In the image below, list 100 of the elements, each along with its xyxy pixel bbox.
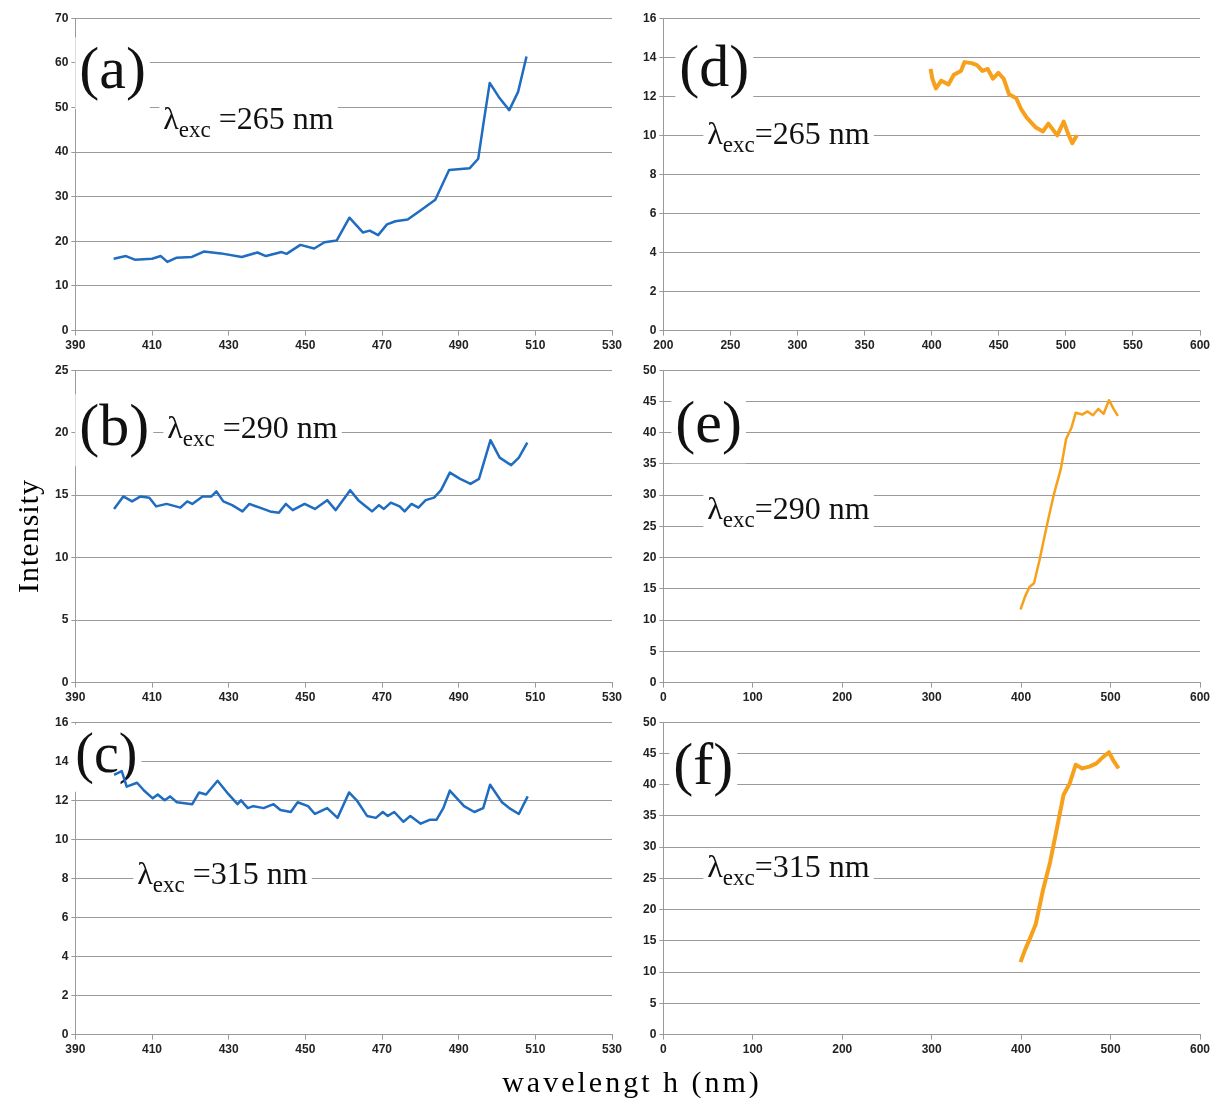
x-tick-label: 450 — [988, 338, 1010, 353]
y-tick-label: 16 — [642, 10, 657, 25]
y-tick-label: 8 — [61, 870, 69, 885]
y-tick-label: 10 — [642, 964, 657, 979]
x-tick-label: 300 — [921, 1042, 943, 1057]
annotation: (f) — [673, 731, 734, 798]
y-tick-label: 5 — [649, 995, 657, 1010]
x-tick-label: 600 — [1189, 690, 1211, 705]
x-tick-label: 490 — [448, 338, 469, 353]
y-tick-label: 4 — [61, 948, 69, 963]
y-tick-label: 50 — [642, 714, 657, 729]
y-tick-label: 6 — [649, 205, 657, 220]
y-tick-label: 6 — [61, 909, 69, 924]
y-tick-label: 25 — [642, 870, 657, 885]
x-tick-label: 430 — [218, 1042, 240, 1057]
x-tick-label: 510 — [525, 690, 546, 705]
x-tick-label: 450 — [295, 690, 316, 705]
annotation: (a) — [79, 35, 146, 102]
y-tick-label: 10 — [642, 127, 657, 142]
y-tick-label: 5 — [649, 643, 657, 658]
x-tick-label: 400 — [921, 338, 943, 353]
y-tick-label: 14 — [642, 49, 657, 64]
y-tick-label: 30 — [642, 487, 657, 502]
x-tick-label: 410 — [142, 1042, 163, 1057]
x-tick-label: 200 — [653, 338, 674, 353]
y-tick-label: 15 — [54, 487, 69, 502]
y-tick-label: 20 — [54, 424, 69, 439]
x-tick-label: 430 — [218, 690, 240, 705]
y-tick-label: 8 — [649, 166, 657, 181]
y-tick-label: 0 — [649, 1026, 657, 1041]
x-tick-label: 300 — [921, 690, 943, 705]
y-tick-label: 16 — [54, 714, 69, 729]
y-tick-label: 12 — [642, 88, 657, 103]
y-tick-label: 0 — [61, 674, 69, 689]
x-tick-label: 450 — [295, 1042, 316, 1057]
x-tick-label: 470 — [371, 690, 393, 705]
x-tick-label: 530 — [601, 338, 623, 353]
y-tick-label: 5 — [61, 612, 69, 627]
annotation: (c) — [75, 722, 138, 786]
annotation: (b) — [79, 392, 150, 459]
x-tick-label: 450 — [295, 338, 316, 353]
y-tick-label: 0 — [649, 322, 657, 337]
x-tick-label: 430 — [218, 338, 240, 353]
y-tick-label: 0 — [649, 674, 657, 689]
annotation: (d) — [679, 33, 750, 100]
y-tick-label: 50 — [54, 99, 69, 114]
x-tick-label: 500 — [1100, 1042, 1121, 1057]
x-tick-label: 410 — [142, 338, 163, 353]
x-tick-label: 390 — [65, 690, 86, 705]
x-tick-label: 390 — [65, 338, 86, 353]
y-tick-label: 10 — [54, 549, 69, 564]
x-axis-title: wavelengt h (nm) — [501, 1064, 763, 1100]
annotation: (e) — [675, 389, 742, 456]
x-tick-label: 490 — [448, 1042, 469, 1057]
y-tick-label: 2 — [61, 987, 69, 1002]
y-tick-label: 20 — [642, 549, 657, 564]
y-tick-label: 15 — [642, 581, 657, 596]
x-tick-label: 510 — [525, 1042, 546, 1057]
y-tick-label: 35 — [642, 808, 657, 823]
x-tick-label: 400 — [1011, 690, 1032, 705]
y-tick-label: 40 — [642, 776, 657, 791]
y-tick-label: 40 — [642, 424, 657, 439]
y-tick-label: 12 — [54, 792, 69, 807]
x-tick-label: 470 — [371, 1042, 393, 1057]
y-axis-title: Intensity — [11, 479, 45, 593]
y-tick-label: 0 — [61, 322, 69, 337]
x-tick-label: 250 — [720, 338, 741, 353]
x-tick-label: 100 — [742, 690, 764, 705]
x-tick-label: 200 — [832, 1042, 853, 1057]
x-tick-label: 100 — [742, 1042, 764, 1057]
x-tick-label: 0 — [660, 690, 667, 705]
y-tick-label: 4 — [649, 244, 657, 259]
x-tick-label: 500 — [1055, 338, 1077, 353]
y-tick-label: 40 — [54, 144, 69, 159]
x-tick-label: 490 — [448, 690, 469, 705]
y-tick-label: 20 — [54, 233, 69, 248]
x-tick-label: 470 — [371, 338, 393, 353]
y-tick-label: 10 — [642, 612, 657, 627]
x-tick-label: 300 — [787, 338, 808, 353]
x-tick-label: 550 — [1122, 338, 1144, 353]
x-tick-label: 530 — [601, 690, 623, 705]
y-tick-label: 10 — [54, 831, 69, 846]
y-tick-label: 25 — [54, 362, 69, 377]
x-tick-label: 530 — [601, 1042, 623, 1057]
x-tick-label: 200 — [832, 690, 853, 705]
y-tick-label: 10 — [54, 278, 69, 293]
x-tick-label: 350 — [854, 338, 875, 353]
x-tick-label: 400 — [1011, 1042, 1032, 1057]
y-tick-label: 45 — [642, 745, 657, 760]
y-tick-label: 20 — [642, 901, 657, 916]
y-tick-label: 0 — [61, 1026, 69, 1041]
y-tick-label: 60 — [54, 55, 69, 70]
y-tick-label: 30 — [54, 189, 69, 204]
x-tick-label: 500 — [1100, 690, 1121, 705]
x-tick-label: 410 — [142, 690, 163, 705]
y-tick-label: 14 — [54, 753, 69, 768]
y-tick-label: 30 — [642, 839, 657, 854]
y-tick-label: 50 — [642, 362, 657, 377]
y-tick-label: 45 — [642, 393, 657, 408]
x-tick-label: 510 — [525, 338, 546, 353]
